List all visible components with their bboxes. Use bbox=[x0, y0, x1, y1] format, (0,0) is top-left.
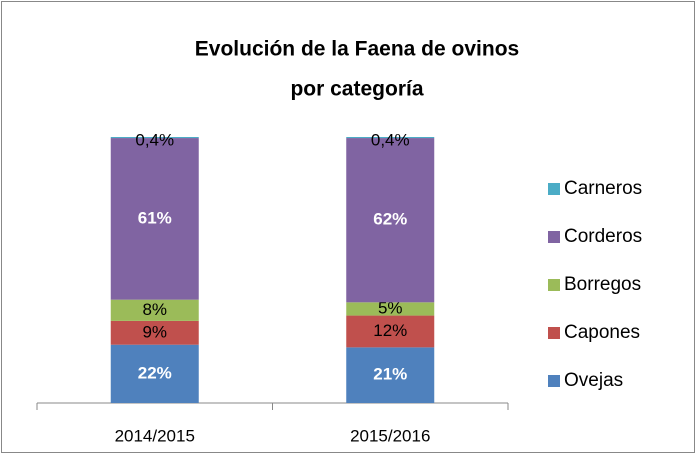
bar-segment bbox=[346, 347, 435, 403]
bar-segment bbox=[346, 138, 435, 303]
data-label: 9% bbox=[142, 322, 167, 341]
data-label: 0,4% bbox=[371, 130, 410, 149]
data-label: 8% bbox=[142, 300, 167, 319]
legend-label: Corderos bbox=[564, 226, 642, 247]
data-label: 12% bbox=[373, 321, 407, 340]
data-label: 61% bbox=[138, 208, 172, 227]
bar-segment bbox=[346, 137, 435, 139]
legend-swatch bbox=[548, 279, 560, 291]
legend-label: Ovejas bbox=[564, 370, 623, 391]
bar-segment bbox=[110, 137, 199, 139]
bar-segment bbox=[110, 138, 199, 300]
legend-swatch bbox=[548, 183, 560, 195]
chart-title: Evolución de la Faena de ovinos bbox=[195, 38, 519, 61]
data-label: 21% bbox=[373, 365, 407, 384]
bar-segment bbox=[110, 344, 199, 403]
legend-swatch bbox=[548, 375, 560, 387]
data-label: 0,4% bbox=[135, 130, 174, 149]
bar-segment bbox=[110, 320, 199, 345]
data-label: 22% bbox=[138, 363, 172, 382]
bar-segment bbox=[110, 299, 199, 321]
x-tick-label: 2014/2015 bbox=[115, 426, 195, 445]
legend-label: Carneros bbox=[564, 178, 642, 199]
data-label: 5% bbox=[378, 298, 403, 317]
chart-title: por categoría bbox=[290, 78, 423, 101]
legend-label: Borregos bbox=[564, 274, 641, 295]
bar-segment bbox=[346, 315, 435, 348]
data-label: 62% bbox=[373, 210, 407, 229]
x-tick-label: 2015/2016 bbox=[350, 426, 430, 445]
bar-segment bbox=[346, 302, 435, 316]
legend-swatch bbox=[548, 327, 560, 339]
legend-label: Capones bbox=[564, 322, 640, 343]
legend-swatch bbox=[548, 231, 560, 243]
